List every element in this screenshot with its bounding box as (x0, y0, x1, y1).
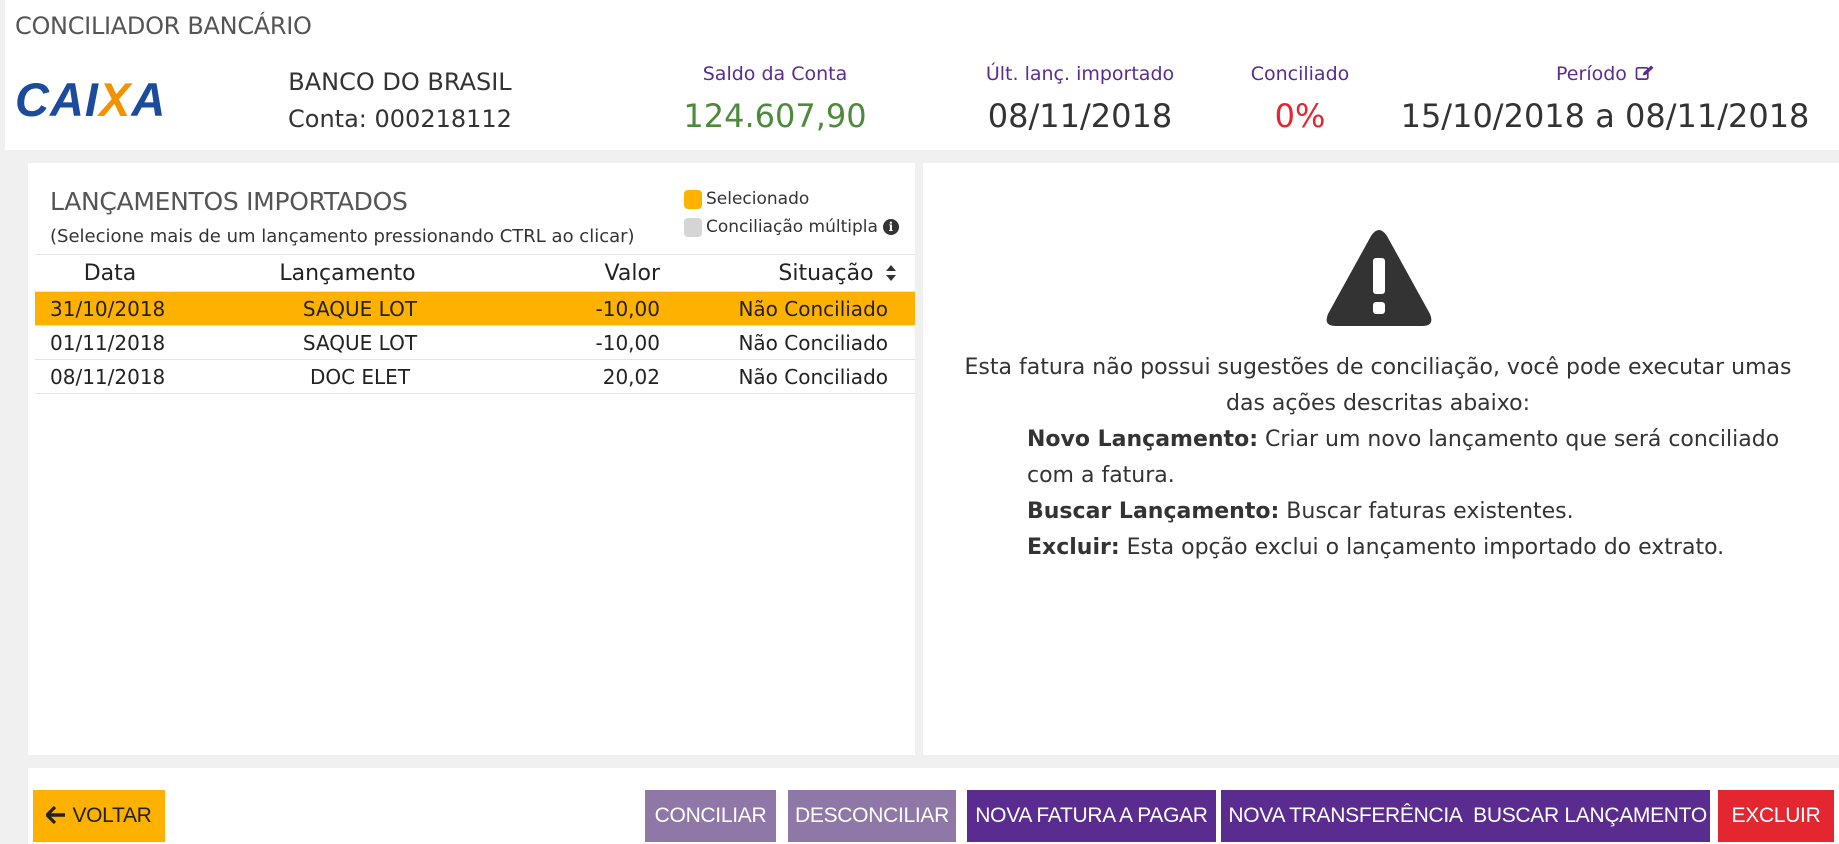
table-row[interactable]: 08/11/2018 DOC ELET 20,02 Não Conciliado (35, 360, 915, 394)
bank-info: BANCO DO BRASIL Conta: 000218112 (260, 64, 540, 138)
nova-fatura-button[interactable]: NOVA FATURA A PAGAR (967, 790, 1216, 842)
saldo-label: Saldo da Conta (702, 63, 848, 85)
header: CONCILIADOR BANCÁRIO CAIXA BANCO DO BRAS… (5, 0, 1839, 150)
column-header-situacao[interactable]: Situação (660, 261, 915, 286)
nova-transferencia-button[interactable]: NOVA TRANSFERÊNCIA (1221, 790, 1470, 842)
imported-entries-panel: LANÇAMENTOS IMPORTADOS (Selecione mais d… (28, 163, 915, 755)
option-label: Novo Lançamento: (1027, 427, 1258, 452)
buscar-lancamento-button[interactable]: BUSCAR LANÇAMENTO (1470, 790, 1710, 842)
legend-multiple: Conciliação múltipla i (684, 217, 899, 237)
option-text: Esta opção exclui o lançamento importado… (1126, 535, 1725, 560)
column-header-valor[interactable]: Valor (604, 260, 660, 286)
option-text: Criar um novo lançamento que será concil… (1027, 427, 1780, 488)
periodo-value: 15/10/2018 a 08/11/2018 (1400, 97, 1810, 135)
option-text: Buscar faturas existentes. (1286, 499, 1574, 524)
cell-description: DOC ELET (309, 364, 411, 389)
table-header: Data Lançamento Valor Situação (35, 255, 915, 292)
suggestion-options: Novo Lançamento: Criar um novo lançament… (1027, 422, 1787, 566)
excluir-button[interactable]: EXCLUIR (1718, 790, 1834, 842)
cell-status: Não Conciliado (738, 296, 888, 321)
bank-logo: CAIXA (15, 73, 167, 126)
option-buscar-lancamento: Buscar Lançamento: Buscar faturas existe… (1027, 494, 1787, 530)
cell-status: Não Conciliado (738, 364, 888, 389)
bank-name: BANCO DO BRASIL (288, 68, 512, 96)
voltar-label: VOLTAR (72, 804, 152, 827)
conciliado-label: Conciliado (1250, 63, 1350, 85)
saldo-value: 124.607,90 (683, 97, 867, 135)
ultimo-value: 08/11/2018 (987, 97, 1173, 135)
legend-selected-label: Selecionado (706, 189, 810, 209)
periodo-label-row: Período (1400, 63, 1810, 87)
warning-icon (1326, 230, 1432, 326)
stat-periodo: Período 15/10/2018 a 08/11/2018 (1400, 63, 1810, 135)
cell-description: SAQUE LOT (302, 296, 418, 321)
legend-multiple-label: Conciliação múltipla (706, 217, 878, 237)
cell-status: Não Conciliado (738, 330, 888, 355)
voltar-button[interactable]: VOLTAR (33, 790, 165, 842)
sort-icon[interactable] (885, 264, 897, 282)
periodo-label: Período (1556, 63, 1627, 85)
legend-selected: Selecionado (684, 189, 809, 209)
legend-multiple-swatch (684, 217, 702, 237)
stat-conciliado: Conciliado 0% (1235, 63, 1365, 135)
imported-title: LANÇAMENTOS IMPORTADOS (50, 187, 408, 216)
arrow-left-icon (46, 806, 66, 824)
action-bar: VOLTAR CONCILIAR DESCONCILIAR NOVA FATUR… (28, 768, 1839, 844)
option-label: Buscar Lançamento: (1027, 499, 1280, 524)
cell-value: -10,00 (595, 330, 660, 355)
no-suggestions-message: Esta fatura não possui sugestões de conc… (964, 355, 1792, 416)
option-label: Excluir: (1027, 535, 1120, 560)
page-title: CONCILIADOR BANCÁRIO (15, 12, 312, 40)
table-row[interactable]: 31/10/2018 SAQUE LOT -10,00 Não Concilia… (35, 292, 915, 326)
column-header-situacao-label: Situação (778, 260, 874, 286)
column-header-data[interactable]: Data (83, 260, 137, 286)
desconciliar-button[interactable]: DESCONCILIAR (788, 790, 956, 842)
ultimo-label: Últ. lanç. importado (985, 63, 1175, 85)
imported-subtitle: (Selecione mais de um lançamento pressio… (50, 226, 635, 247)
cell-description: SAQUE LOT (302, 330, 418, 355)
column-header-lancamento[interactable]: Lançamento (279, 260, 416, 286)
stat-saldo: Saldo da Conta 124.607,90 (660, 63, 890, 135)
stat-ultimo-lancamento: Últ. lanç. importado 08/11/2018 (965, 63, 1195, 135)
conciliado-value: 0% (1274, 97, 1326, 135)
imported-table: Data Lançamento Valor Situação 31/10/201… (35, 254, 915, 394)
cell-date: 01/11/2018 (50, 330, 166, 355)
edit-icon[interactable] (1635, 65, 1654, 81)
suggestions-panel: Esta fatura não possui sugestões de conc… (923, 163, 1839, 755)
conciliar-button[interactable]: CONCILIAR (645, 790, 776, 842)
cell-date: 08/11/2018 (50, 364, 166, 389)
cell-value: -10,00 (595, 296, 660, 321)
account-number: Conta: 000218112 (288, 105, 512, 133)
legend-selected-swatch (684, 189, 702, 209)
cell-value: 20,02 (602, 364, 660, 389)
table-row[interactable]: 01/11/2018 SAQUE LOT -10,00 Não Concilia… (35, 326, 915, 360)
cell-date: 31/10/2018 (50, 296, 166, 321)
option-excluir: Excluir: Esta opção exclui o lançamento … (1027, 530, 1787, 566)
info-icon[interactable]: i (882, 219, 899, 235)
option-novo-lancamento: Novo Lançamento: Criar um novo lançament… (1027, 422, 1787, 494)
